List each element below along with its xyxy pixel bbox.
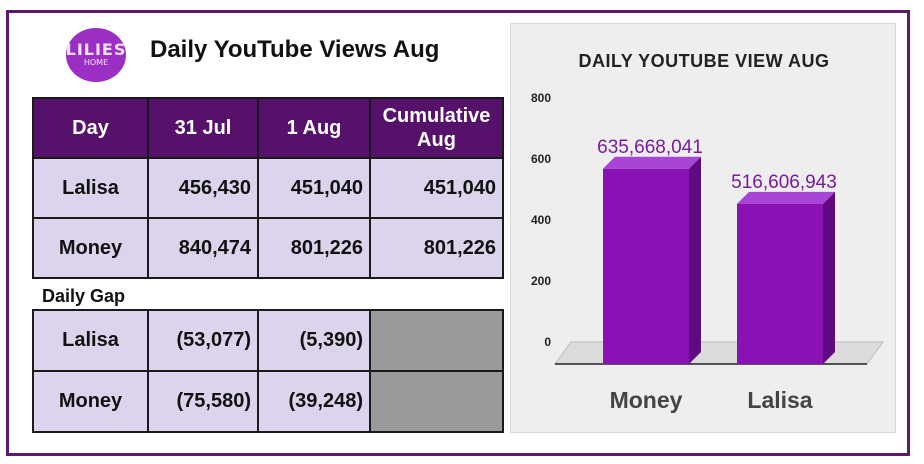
cell-value: 801,226 (257, 217, 371, 279)
y-tick-label: 0 (544, 335, 551, 349)
bar-side (689, 156, 701, 364)
table-row: Money 840,474 801,226 801,226 (32, 217, 504, 279)
logo-text-top: LILIES (66, 40, 126, 59)
logo-text-bottom: HOME (83, 58, 109, 67)
table-row: Money (75,580) (39,248) (32, 370, 504, 433)
lilies-home-logo: LILIES HOME (66, 28, 126, 82)
header-1-aug: 1 Aug (257, 97, 371, 159)
cell-value: 451,040 (369, 157, 504, 219)
header-day: Day (32, 97, 149, 159)
row-name: Money (32, 217, 149, 279)
y-tick-label: 800 (531, 91, 551, 105)
row-name: Lalisa (32, 157, 149, 219)
data-label: 516,606,943 (731, 172, 837, 193)
y-tick-label: 200 (531, 274, 551, 288)
row-name: Lalisa (32, 309, 149, 372)
cell-value: (75,580) (147, 370, 259, 433)
empty-cell (369, 370, 504, 433)
category-label: Money (610, 387, 683, 413)
cell-value: 840,474 (147, 217, 259, 279)
cell-value: (53,077) (147, 309, 259, 372)
cell-value: (39,248) (257, 370, 371, 433)
row-name: Money (32, 370, 149, 433)
y-tick-label: 600 (531, 152, 551, 166)
bar (603, 168, 689, 364)
bar-top (603, 156, 701, 169)
bar-chart: DAILY YOUTUBE VIEW AUG 0 200 400 600 800 635,6… (531, 51, 884, 413)
category-label: Lalisa (747, 387, 812, 413)
table-row: Lalisa 456,430 451,040 451,040 (32, 157, 504, 219)
y-tick-label: 400 (531, 213, 551, 227)
cell-value: (5,390) (257, 309, 371, 372)
chart-panel: DAILY YOUTUBE VIEW AUG 0 200 400 600 800 635,6… (510, 23, 896, 433)
header-cumulative-aug: Cumulative Aug (369, 97, 504, 159)
views-table: Day 31 Jul 1 Aug Cumulative Aug Lalisa 4… (32, 97, 504, 279)
chart-title: DAILY YOUTUBE VIEW AUG (578, 51, 829, 71)
daily-gap-table: Lalisa (53,077) (5,390) Money (75,580) (… (32, 309, 504, 433)
table-row: Lalisa (53,077) (5,390) (32, 309, 504, 372)
data-label: 635,668,041 (597, 137, 703, 158)
cell-value: 801,226 (369, 217, 504, 279)
bar (737, 203, 823, 364)
empty-cell (369, 309, 504, 372)
table-title: Daily YouTube Views Aug (150, 36, 440, 63)
header-31-jul: 31 Jul (147, 97, 259, 159)
cell-value: 451,040 (257, 157, 371, 219)
views-header-row: Day 31 Jul 1 Aug Cumulative Aug (32, 97, 504, 159)
bar-top (737, 191, 835, 204)
cell-value: 456,430 (147, 157, 259, 219)
daily-gap-label: Daily Gap (42, 286, 126, 306)
bar-side (823, 191, 835, 364)
